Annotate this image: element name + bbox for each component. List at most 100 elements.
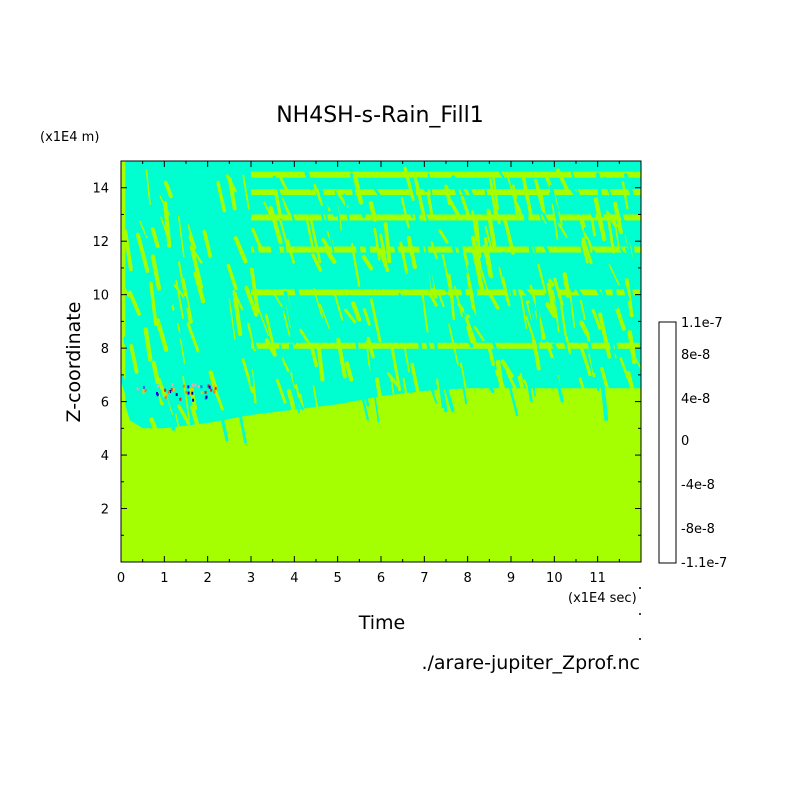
streak: [350, 242, 361, 287]
x-tick-label: 5: [334, 571, 342, 586]
streak: [334, 294, 344, 321]
streak: [451, 245, 460, 270]
streak: [487, 289, 500, 310]
streak: [479, 265, 489, 291]
anomaly-dot: [156, 384, 159, 388]
streak: [177, 215, 185, 258]
decorative-dots: [639, 587, 641, 640]
streak: [437, 368, 448, 413]
streak: [500, 359, 514, 378]
streak: [272, 175, 286, 213]
anomaly-dot: [169, 390, 172, 393]
streak: [497, 168, 508, 185]
streak: [275, 378, 287, 404]
cyan-band: [255, 222, 641, 231]
streak: [492, 175, 499, 211]
anomaly-dot: [200, 391, 203, 395]
streak: [149, 417, 161, 440]
streak: [447, 230, 460, 248]
streak: [193, 207, 200, 227]
streak: [141, 371, 152, 389]
streak: [288, 198, 299, 237]
streak: [423, 212, 434, 231]
streak: [526, 311, 538, 342]
streak: [306, 297, 313, 338]
anomaly-dot: [187, 385, 190, 389]
streak: [579, 320, 590, 337]
streak: [320, 256, 327, 284]
streak: [250, 369, 257, 404]
streak: [251, 227, 264, 252]
streak: [474, 215, 482, 259]
streak: [613, 201, 623, 235]
streak: [303, 167, 314, 191]
streak: [550, 357, 564, 403]
streak: [625, 247, 636, 265]
streak: [246, 306, 258, 350]
x-axis-ticks: 0 1 2 3 4 5 6 7 8 9 10 11: [117, 161, 620, 586]
streak: [466, 272, 477, 316]
streak: [481, 369, 494, 391]
streak: [467, 264, 478, 296]
anomaly-dot: [142, 386, 145, 389]
streak: [249, 267, 260, 314]
streak: [280, 197, 293, 219]
y-tick-label: 10: [92, 289, 109, 304]
streak: [542, 212, 552, 230]
streak: [619, 357, 629, 379]
streak: [608, 317, 621, 363]
streak: [583, 226, 597, 246]
colorbar-tick-label: 0: [681, 434, 689, 449]
streak: [421, 290, 429, 333]
streak: [381, 229, 388, 252]
streak: [512, 184, 519, 216]
streak: [324, 310, 335, 330]
streak: [312, 287, 324, 319]
streak: [639, 342, 641, 353]
streak: [451, 175, 464, 213]
streak: [225, 174, 237, 193]
streak: [545, 341, 555, 361]
streak: [257, 307, 270, 337]
x-tick-label: 2: [204, 571, 212, 586]
streak: [164, 275, 174, 306]
streak: [525, 315, 538, 349]
streak: [519, 292, 528, 329]
y-tick-label: 2: [101, 503, 109, 518]
streak: [123, 229, 133, 272]
streak: [455, 231, 467, 268]
streak: [312, 385, 322, 429]
streak: [517, 375, 532, 417]
streak: [378, 248, 390, 273]
streak: [399, 241, 409, 274]
streak: [373, 227, 381, 261]
streak: [416, 320, 424, 365]
anomaly-dot: [214, 386, 217, 390]
streak: [353, 322, 360, 358]
streak: [150, 254, 162, 291]
streak: [614, 303, 626, 331]
streak: [590, 248, 602, 263]
streak: [228, 299, 236, 340]
streak: [403, 166, 415, 201]
x-unit-label: (x1E4 sec): [568, 591, 637, 606]
streak: [471, 309, 479, 326]
streak: [311, 253, 323, 272]
anomaly-dot: [197, 385, 200, 389]
streak: [511, 264, 521, 306]
streak: [336, 337, 347, 379]
streak: [591, 308, 602, 330]
streak: [316, 178, 329, 212]
anomaly-dot: [185, 390, 188, 394]
streak: [552, 285, 562, 307]
streak: [167, 368, 176, 385]
y-axis-label: Z-coordinate: [63, 302, 85, 423]
streak: [539, 352, 550, 369]
anomaly-dot: [187, 391, 190, 395]
anomaly-dot: [142, 389, 145, 392]
streak: [473, 325, 485, 342]
anomaly-dot: [170, 388, 173, 392]
streak: [126, 384, 138, 405]
streak: [628, 272, 636, 317]
streak: [465, 355, 475, 379]
